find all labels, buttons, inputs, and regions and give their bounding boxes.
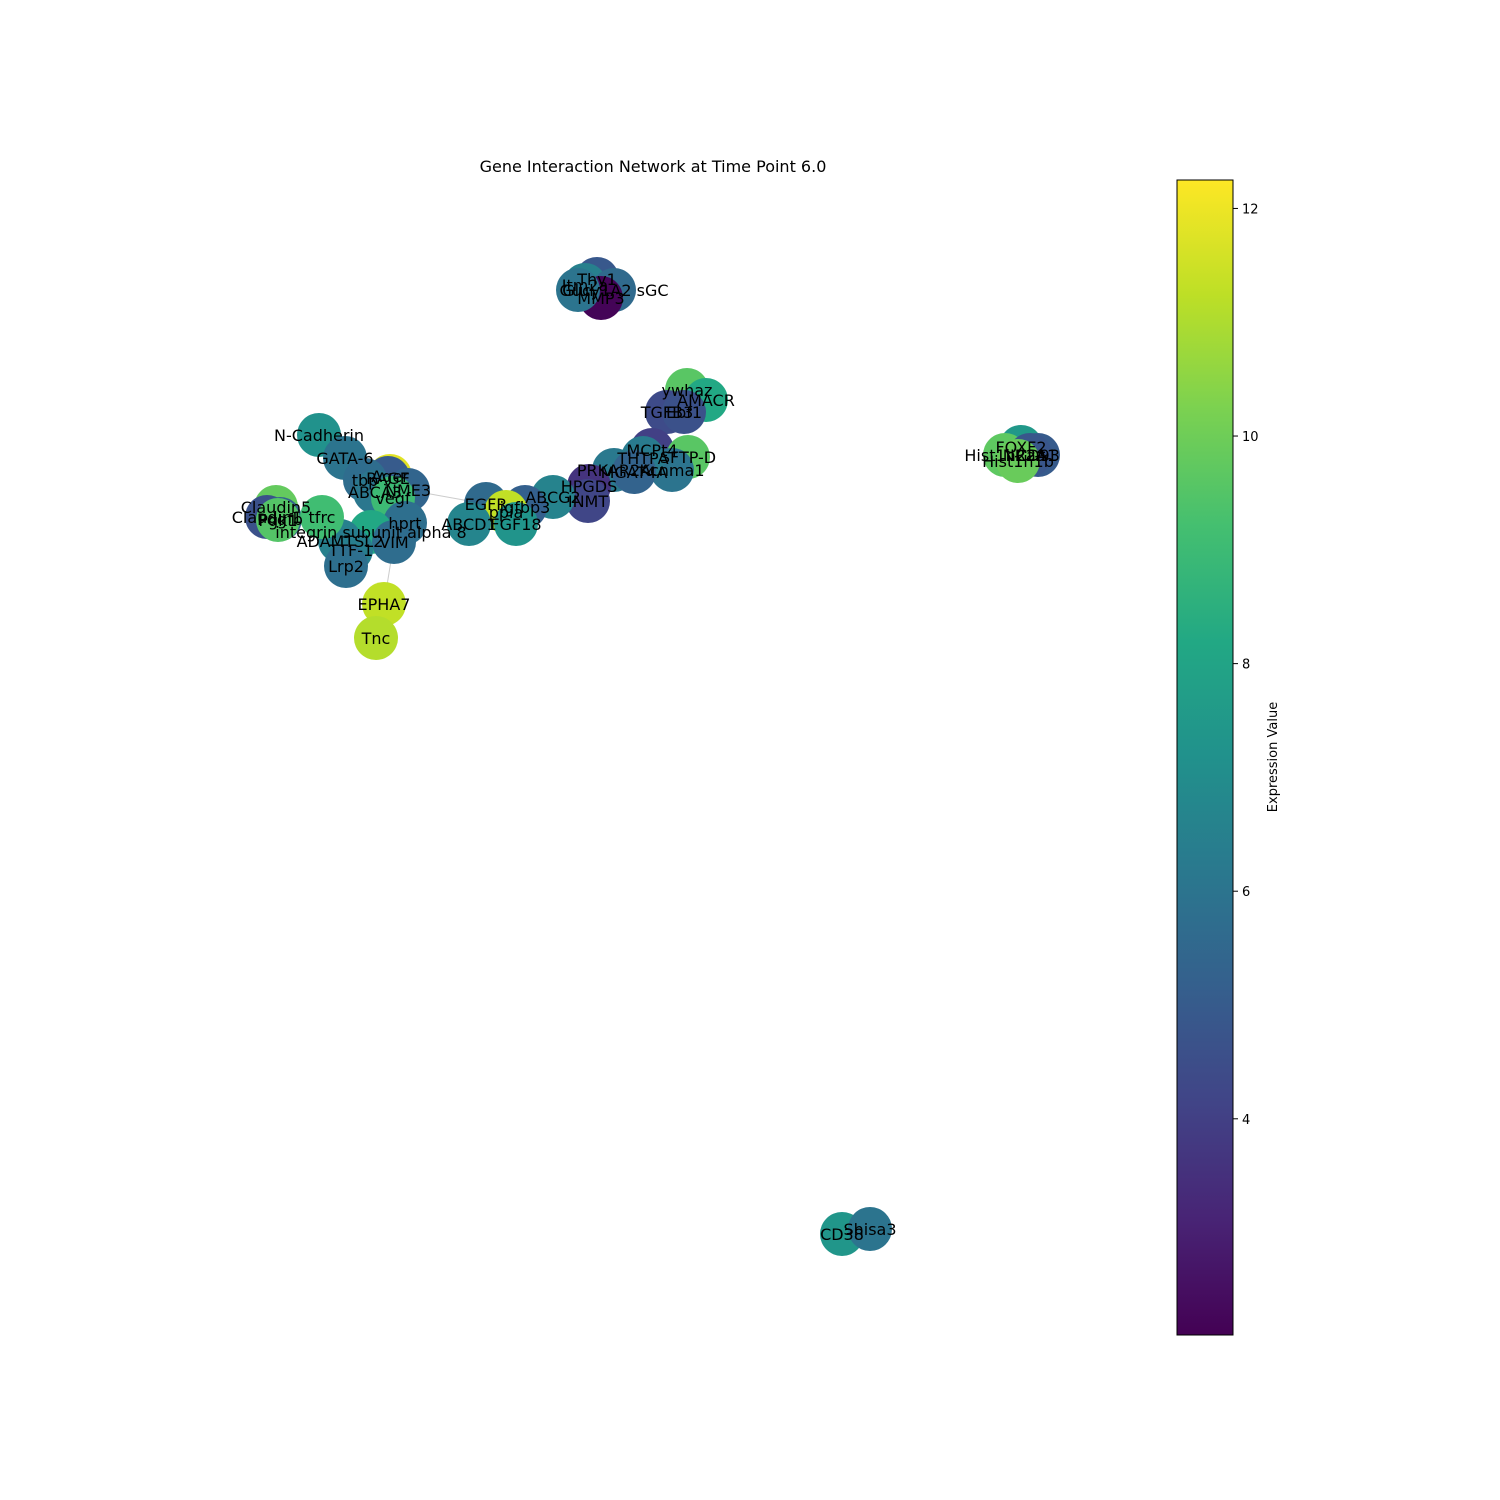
- node-label-n-cadherin: N-Cadherin: [274, 426, 364, 445]
- node-label-gata-6: GATA-6: [316, 449, 373, 468]
- node-label-rage: RAGE: [366, 469, 410, 488]
- colorbar-tick-label: 8: [1242, 658, 1250, 673]
- node-abcd1[interactable]: [447, 502, 491, 546]
- node-label-vim: VIM: [379, 533, 408, 552]
- colorbar-gradient: [1176, 179, 1234, 1336]
- node-vim[interactable]: [372, 520, 416, 564]
- node-label-abca3: ABCA3: [348, 483, 402, 502]
- node-label-claudin5: Claudin5: [241, 498, 311, 517]
- colorbar-tick-label: 4: [1242, 1113, 1250, 1128]
- node-label-igfbp3: igfbp3: [500, 498, 551, 517]
- node-pgk1[interactable]: [256, 498, 300, 542]
- node-label-nr2a1: NR2A1: [1003, 446, 1057, 465]
- node-epha7[interactable]: [362, 582, 406, 626]
- node-label-tfrc: tfrc: [309, 508, 336, 527]
- colorbar-tick-label: 6: [1242, 885, 1250, 900]
- node-inmt[interactable]: [566, 479, 610, 523]
- node-fgf18[interactable]: [494, 502, 538, 546]
- node-label-tgfb3: TGFB3: [640, 403, 694, 422]
- node-label-egfr: EGFR: [465, 495, 508, 514]
- node-label-thy1: Thy1: [576, 270, 617, 289]
- node-hist1h1b[interactable]: [996, 439, 1040, 483]
- node-label-abcd1: ABCD1: [441, 515, 496, 534]
- node-label-lrp2: Lrp2: [328, 557, 364, 576]
- colorbar-tick-label: 12: [1242, 202, 1259, 217]
- chart-title: Gene Interaction Network at Time Point 6…: [480, 157, 827, 176]
- node-label-amacr: AMACR: [677, 391, 735, 410]
- colorbar-tick-label: 10: [1242, 430, 1259, 445]
- node-label-tbp: tbp: [352, 471, 379, 490]
- node-label-pgk1: Pgk1: [258, 511, 297, 530]
- node-label-hprt: hprt: [388, 514, 421, 533]
- node-label-ager: Ager: [371, 467, 409, 486]
- node-label-ppia: ppia: [489, 503, 524, 522]
- node-label-foxf2: FOXF2: [995, 438, 1046, 457]
- node-label-mgat4a: MGAT4A: [601, 463, 668, 482]
- node-label-vegf: vegf: [375, 489, 410, 508]
- node-label-integrin-subunit-alpha-8: integrin subunit alpha 8: [275, 523, 466, 542]
- node-label-mmp3: MMP3: [577, 289, 624, 308]
- node-ebf1[interactable]: [662, 390, 706, 434]
- node-label-gucy1a2-sgc: Gucy1A2 sGC: [559, 281, 668, 300]
- colorbar: 4 6 8 10 12 Expression Value: [1176, 179, 1281, 1336]
- node-tnc[interactable]: [354, 616, 398, 660]
- node-label-sftp-d: SFTP-D: [660, 448, 716, 467]
- node-label-prkar2a: PRKAR2A: [577, 461, 651, 480]
- node-label-thtpa: THTPA: [616, 449, 668, 468]
- node-label-itm2a: Itm2a: [562, 276, 609, 295]
- node-label-glul: Glul: [562, 281, 593, 300]
- node-label-mcpt4: MCPt4: [626, 441, 677, 460]
- node-label-cd38: CD38: [820, 1225, 864, 1244]
- node-tfrc[interactable]: [300, 495, 344, 539]
- node-label-kcnma1: Kcnma1: [640, 461, 705, 480]
- node-label-ebf1: Ebf1: [666, 403, 702, 422]
- node-label-hpgds: HPGDS: [561, 477, 618, 496]
- node-label-fgf18: FGF18: [490, 515, 541, 534]
- node-label-pdgfb: Pdgfb: [257, 510, 303, 529]
- node-shisa3[interactable]: [848, 1207, 892, 1251]
- node-lrp2[interactable]: [324, 544, 368, 588]
- node-mgat4a[interactable]: [612, 450, 656, 494]
- node-label-shisa3: Shisa3: [843, 1220, 896, 1239]
- colorbar-ticks: 4 6 8 10 12: [1233, 202, 1259, 1128]
- node-label-ywhaz: ywhaz: [662, 381, 713, 400]
- node-label-abcg2: ABCG2: [525, 488, 580, 507]
- node-label-inmt: INMT: [568, 492, 608, 511]
- node-label-hist1h2aa: Hist1h2aa: [964, 446, 1045, 465]
- node-label-cd93: CD93: [1016, 446, 1060, 465]
- node-glul[interactable]: [556, 268, 600, 312]
- node-label-nme3: NME3: [385, 481, 431, 500]
- node-label-adamtsl2: ADAMTSL2: [297, 532, 384, 551]
- node-label-ttf-1: TTF-1: [328, 541, 373, 560]
- node-label-claudin1: Claudin1: [232, 508, 302, 527]
- node-label-tnc: Tnc: [361, 629, 391, 648]
- colorbar-label: Expression Value: [1266, 702, 1281, 812]
- node-label-epha7: EPHA7: [358, 595, 411, 614]
- node-label-hist1h1b: Hist1h1b: [982, 452, 1054, 471]
